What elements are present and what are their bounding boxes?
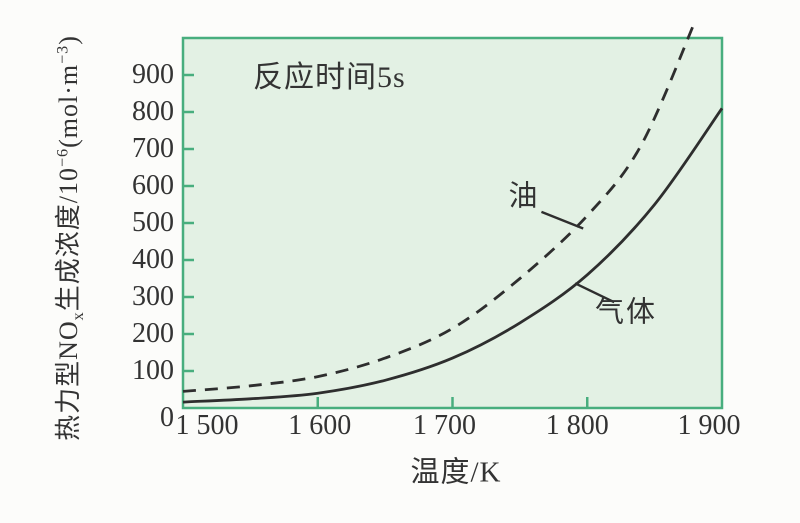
y-tick-label: 500 <box>132 207 174 238</box>
y-tick-label: 900 <box>132 59 174 90</box>
y-tick-label: 100 <box>132 355 174 386</box>
y-tick-label: 0 <box>160 402 174 433</box>
y-axis-title-part: 生成浓度/10 <box>54 167 83 312</box>
plot-area <box>181 36 724 410</box>
y-tick-label: 400 <box>132 244 174 275</box>
x-tick-label: 1 500 <box>175 410 239 441</box>
x-tick-label: 1 700 <box>413 410 476 441</box>
y-tick-label: 600 <box>132 170 174 201</box>
oil-series-label: 油 <box>508 180 538 213</box>
y-axis-title-part: ) <box>54 35 83 45</box>
x-tick-label: 1 800 <box>545 410 609 441</box>
oil-leader-line <box>540 210 584 230</box>
y-axis-title-superscript: −3 <box>54 44 72 64</box>
gas-series-label: 气体 <box>594 296 658 329</box>
x-tick-label: 1 900 <box>677 410 741 441</box>
x-tick-label: 1 600 <box>288 410 352 441</box>
y-tick-label: 800 <box>132 96 174 127</box>
x-axis-title: 温度/K <box>410 456 502 489</box>
oil-curve <box>182 20 697 393</box>
reaction-time-annotation: 反应时间5s <box>253 61 406 94</box>
gas-curve <box>182 107 724 404</box>
y-tick-label: 700 <box>132 133 174 164</box>
y-axis-title-subscript: x <box>70 311 88 321</box>
y-axis-title-part: (mol·m <box>54 63 83 148</box>
y-axis-title: 热力型NOx生成浓度/10−6(mol·m−3) <box>54 23 88 453</box>
y-tick-label: 300 <box>132 281 174 312</box>
y-axis-title-superscript: −6 <box>54 147 72 168</box>
y-axis-title-part: 热力型NO <box>54 320 83 441</box>
y-tick-label: 200 <box>132 318 174 349</box>
gas-leader-line <box>574 282 615 304</box>
